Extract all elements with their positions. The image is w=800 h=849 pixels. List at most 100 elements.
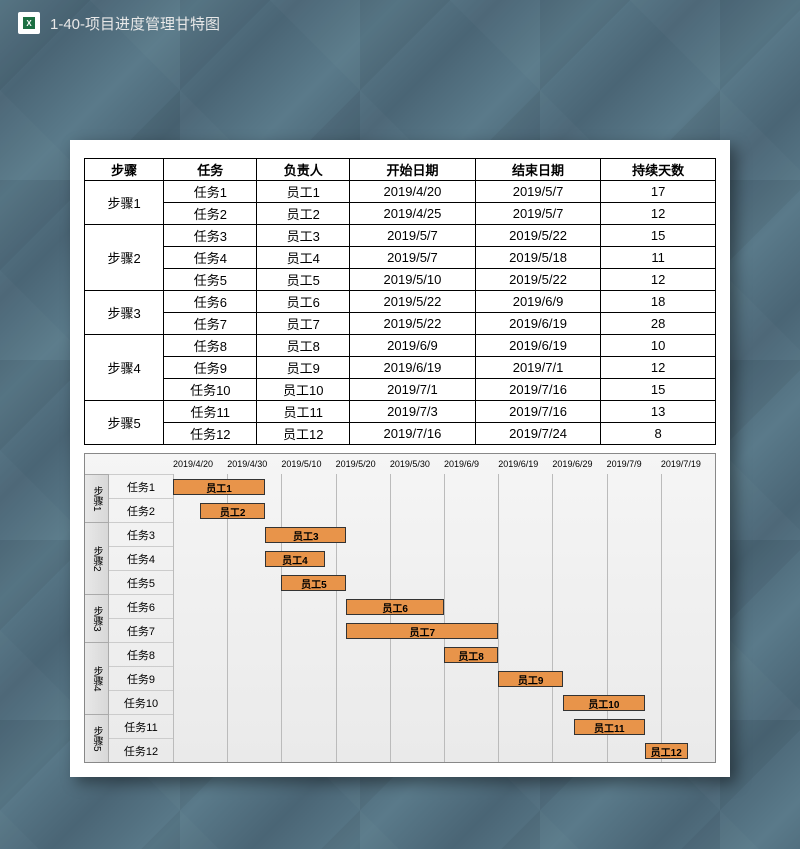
data-cell: 2019/6/9 — [475, 291, 601, 313]
gantt-row: 员工2 — [173, 498, 715, 522]
data-cell: 12 — [601, 357, 716, 379]
data-cell: 2019/5/22 — [350, 291, 476, 313]
data-cell: 2019/5/7 — [475, 203, 601, 225]
data-cell: 任务3 — [164, 225, 257, 247]
data-cell: 8 — [601, 423, 716, 445]
data-cell: 任务6 — [164, 291, 257, 313]
data-cell: 任务2 — [164, 203, 257, 225]
data-cell: 员工9 — [257, 357, 350, 379]
data-cell: 2019/5/22 — [350, 313, 476, 335]
data-cell: 2019/5/7 — [475, 181, 601, 203]
gantt-date-label: 2019/5/20 — [336, 459, 390, 469]
data-cell: 12 — [601, 203, 716, 225]
data-cell: 2019/6/19 — [475, 313, 601, 335]
table-row: 步骤3任务6员工62019/5/222019/6/918 — [85, 291, 716, 313]
data-cell: 任务11 — [164, 401, 257, 423]
gantt-row: 员工7 — [173, 618, 715, 642]
excel-icon-glyph: X — [23, 17, 35, 29]
gantt-date-label: 2019/4/30 — [227, 459, 281, 469]
gantt-row: 员工9 — [173, 666, 715, 690]
data-cell: 2019/7/1 — [475, 357, 601, 379]
data-cell: 2019/5/7 — [350, 225, 476, 247]
gantt-step-label: 步骤2 — [85, 522, 109, 594]
data-cell: 员工6 — [257, 291, 350, 313]
data-cell: 员工3 — [257, 225, 350, 247]
gantt-bar: 员工9 — [498, 671, 563, 687]
data-cell: 10 — [601, 335, 716, 357]
data-cell: 任务7 — [164, 313, 257, 335]
data-cell: 员工8 — [257, 335, 350, 357]
gantt-row: 员工4 — [173, 546, 715, 570]
data-cell: 2019/6/19 — [475, 335, 601, 357]
table-row: 任务12员工122019/7/162019/7/248 — [85, 423, 716, 445]
step-cell: 步骤5 — [85, 401, 164, 445]
data-cell: 13 — [601, 401, 716, 423]
gantt-step-label: 步骤5 — [85, 714, 109, 762]
gantt-step-label: 步骤4 — [85, 642, 109, 714]
data-cell: 2019/7/16 — [475, 379, 601, 401]
gantt-bar: 员工5 — [281, 575, 346, 591]
data-cell: 2019/5/7 — [350, 247, 476, 269]
spreadsheet-preview: 步骤任务负责人开始日期结束日期持续天数 步骤1任务1员工12019/4/2020… — [70, 140, 730, 777]
gantt-bar: 员工2 — [200, 503, 265, 519]
data-cell: 11 — [601, 247, 716, 269]
data-cell: 17 — [601, 181, 716, 203]
data-cell: 2019/5/10 — [350, 269, 476, 291]
data-cell: 2019/5/22 — [475, 225, 601, 247]
step-cell: 步骤2 — [85, 225, 164, 291]
gantt-bar: 员工10 — [563, 695, 644, 711]
data-cell: 2019/7/24 — [475, 423, 601, 445]
gantt-task-label: 任务7 — [109, 618, 173, 642]
gantt-bar: 员工7 — [346, 623, 498, 639]
data-cell: 员工11 — [257, 401, 350, 423]
table-row: 步骤1任务1员工12019/4/202019/5/717 — [85, 181, 716, 203]
data-cell: 12 — [601, 269, 716, 291]
gantt-chart: 2019/4/202019/4/302019/5/102019/5/202019… — [84, 453, 716, 763]
data-cell: 15 — [601, 379, 716, 401]
data-cell: 员工12 — [257, 423, 350, 445]
gantt-date-label: 2019/6/19 — [498, 459, 552, 469]
gantt-row: 员工12 — [173, 738, 715, 762]
gantt-task-label: 任务4 — [109, 546, 173, 570]
gantt-row: 员工6 — [173, 594, 715, 618]
gantt-row: 员工1 — [173, 474, 715, 498]
table-row: 任务4员工42019/5/72019/5/1811 — [85, 247, 716, 269]
gantt-date-label: 2019/6/29 — [552, 459, 606, 469]
step-cell: 步骤4 — [85, 335, 164, 401]
gantt-date-label: 2019/7/9 — [607, 459, 661, 469]
gantt-row: 员工5 — [173, 570, 715, 594]
project-table: 步骤任务负责人开始日期结束日期持续天数 步骤1任务1员工12019/4/2020… — [84, 158, 716, 445]
gantt-bar: 员工1 — [173, 479, 265, 495]
gantt-date-label: 2019/5/10 — [281, 459, 335, 469]
table-row: 步骤5任务11员工112019/7/32019/7/1613 — [85, 401, 716, 423]
gantt-task-label: 任务12 — [109, 738, 173, 762]
gantt-task-label: 任务6 — [109, 594, 173, 618]
column-header: 持续天数 — [601, 159, 716, 181]
gantt-date-axis: 2019/4/202019/4/302019/5/102019/5/202019… — [85, 454, 715, 474]
table-row: 任务7员工72019/5/222019/6/1928 — [85, 313, 716, 335]
data-cell: 2019/4/20 — [350, 181, 476, 203]
gantt-task-label: 任务5 — [109, 570, 173, 594]
table-row: 步骤2任务3员工32019/5/72019/5/2215 — [85, 225, 716, 247]
data-cell: 员工7 — [257, 313, 350, 335]
data-cell: 任务10 — [164, 379, 257, 401]
data-cell: 员工4 — [257, 247, 350, 269]
data-cell: 2019/5/18 — [475, 247, 601, 269]
data-cell: 28 — [601, 313, 716, 335]
table-row: 任务2员工22019/4/252019/5/712 — [85, 203, 716, 225]
table-row: 任务9员工92019/6/192019/7/112 — [85, 357, 716, 379]
gantt-bar: 员工12 — [645, 743, 688, 759]
data-cell: 任务5 — [164, 269, 257, 291]
title-bar: X 1-40-项目进度管理甘特图 — [0, 0, 800, 46]
column-header: 任务 — [164, 159, 257, 181]
data-cell: 任务4 — [164, 247, 257, 269]
gantt-step-label: 步骤3 — [85, 594, 109, 642]
column-header: 负责人 — [257, 159, 350, 181]
data-cell: 任务1 — [164, 181, 257, 203]
column-header: 结束日期 — [475, 159, 601, 181]
data-cell: 任务8 — [164, 335, 257, 357]
data-cell: 任务12 — [164, 423, 257, 445]
gantt-row: 员工8 — [173, 642, 715, 666]
table-row: 任务5员工52019/5/102019/5/2212 — [85, 269, 716, 291]
gantt-task-label: 任务9 — [109, 666, 173, 690]
